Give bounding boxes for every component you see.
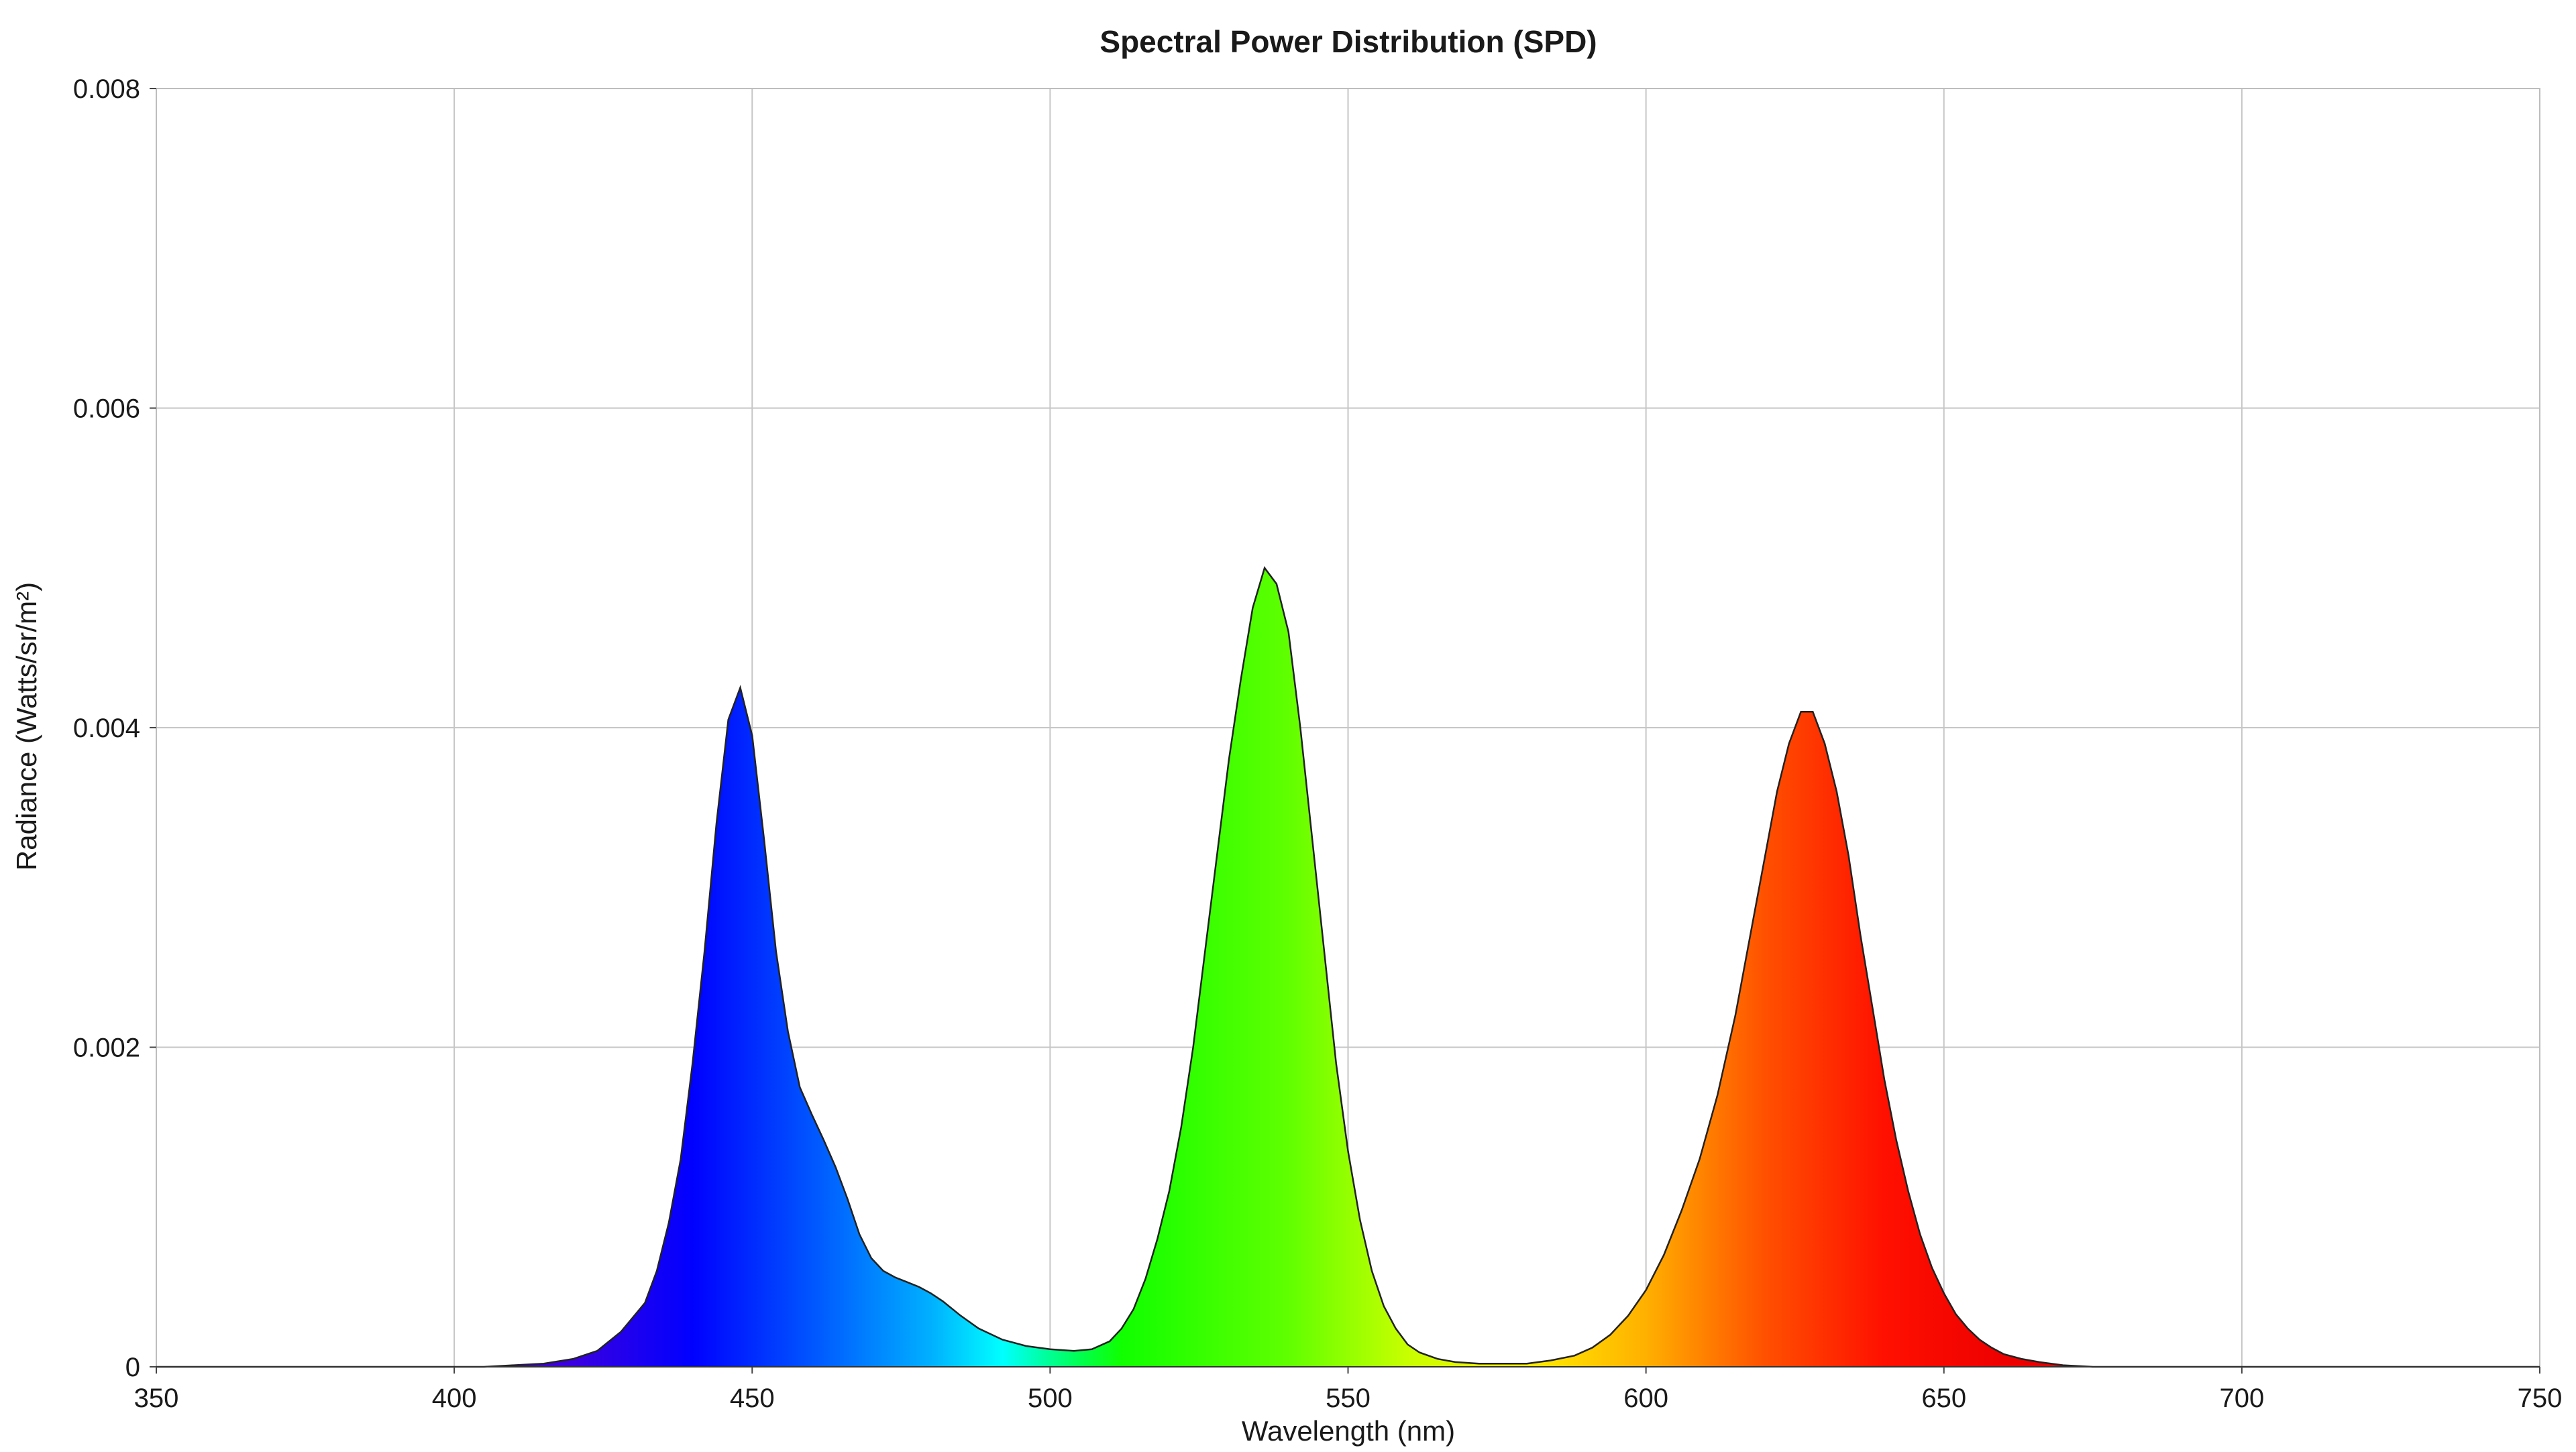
y-tick-label: 0.006 [73, 394, 140, 424]
x-axis-ticks: 350 400 450 500 550 600 650 700 750 [134, 1367, 2563, 1413]
x-tick-label: 700 [2220, 1384, 2265, 1413]
x-tick-label: 500 [1028, 1384, 1073, 1413]
chart-title: Spectral Power Distribution (SPD) [1099, 24, 1597, 59]
x-tick-label: 650 [1921, 1384, 1966, 1413]
spd-area [156, 567, 2540, 1367]
y-tick-label: 0.004 [73, 714, 140, 743]
y-tick-label: 0.008 [73, 74, 140, 104]
x-tick-label: 750 [2518, 1384, 2563, 1413]
x-tick-label: 400 [432, 1384, 477, 1413]
y-axis-ticks: 0 0.002 0.004 0.006 0.008 [73, 74, 156, 1382]
y-axis-label: Radiance (Watts/sr/m²) [11, 582, 42, 871]
x-axis-label: Wavelength (nm) [1242, 1415, 1455, 1447]
x-tick-label: 600 [1623, 1384, 1668, 1413]
x-tick-label: 550 [1326, 1384, 1371, 1413]
spd-outline [156, 566, 2540, 1368]
y-tick-label: 0.002 [73, 1034, 140, 1063]
x-tick-label: 450 [730, 1384, 775, 1413]
x-tick-label: 350 [134, 1384, 179, 1413]
y-tick-label: 0 [125, 1353, 140, 1382]
grid-lines [156, 89, 2540, 1367]
